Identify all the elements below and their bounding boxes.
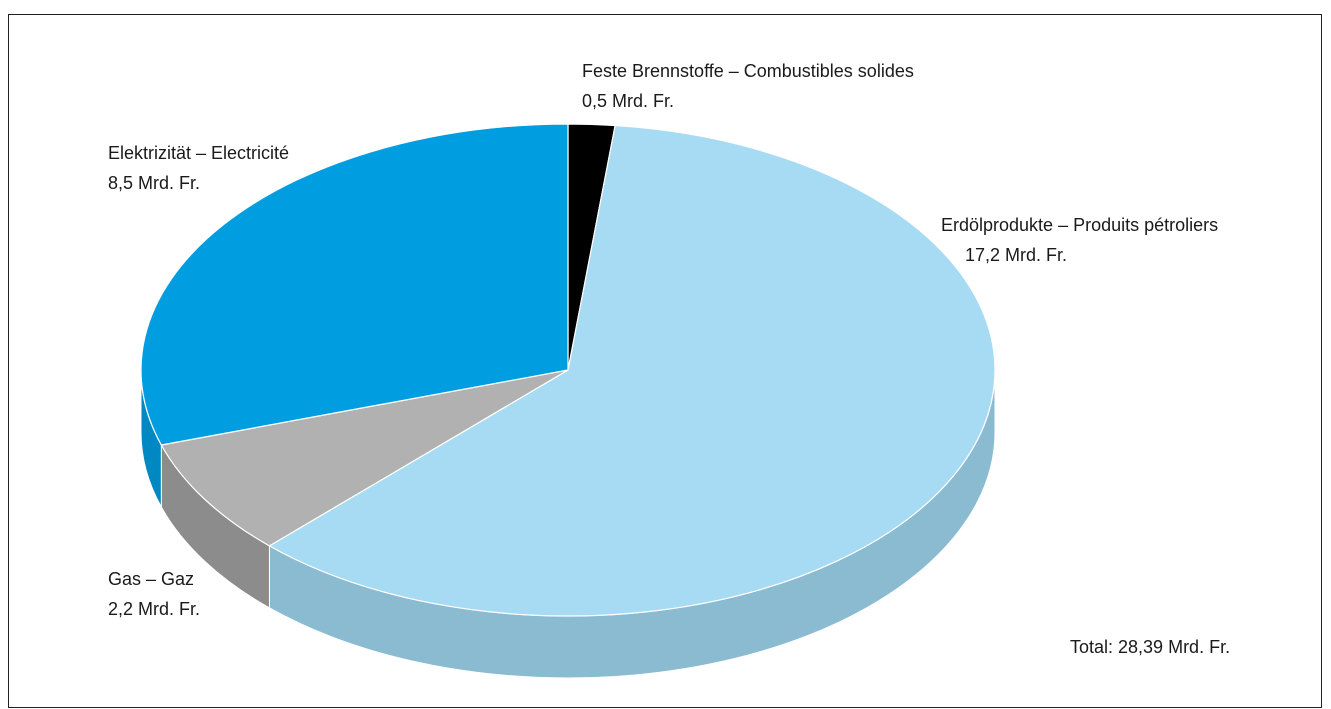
label-gas-value: 2,2 Mrd. Fr.	[108, 599, 201, 619]
label-erdoelprodukte-value: 17,2 Mrd. Fr.	[965, 245, 1068, 265]
label-feste-brennstoffe-name: Feste Brennstoffe – Combustibles solides	[582, 61, 914, 81]
label-elektrizitaet-value: 8,5 Mrd. Fr.	[108, 173, 201, 193]
label-erdoelprodukte-name: Erdölprodukte – Produits pétroliers	[941, 215, 1219, 235]
pie-slice-3	[140, 123, 569, 446]
pie-slice-1	[268, 124, 996, 617]
label-gas-name: Gas – Gaz	[108, 569, 195, 589]
label-elektrizitaet: Elektrizität – Electricité 8,5 Mrd. Fr.	[108, 138, 289, 198]
label-gas: Gas – Gaz 2,2 Mrd. Fr.	[108, 564, 200, 624]
pie-top-faces	[140, 123, 996, 617]
label-erdoelprodukte: Erdölprodukte – Produits pétroliers 17,2…	[941, 210, 1218, 270]
pie-slice-2	[160, 369, 569, 547]
label-feste-brennstoffe: Feste Brennstoffe – Combustibles solides…	[582, 56, 914, 116]
label-elektrizitaet-name: Elektrizität – Electricité	[108, 143, 290, 163]
total-label: Total: 28,39 Mrd. Fr.	[1070, 637, 1231, 657]
label-feste-brennstoffe-value: 0,5 Mrd. Fr.	[582, 91, 675, 111]
